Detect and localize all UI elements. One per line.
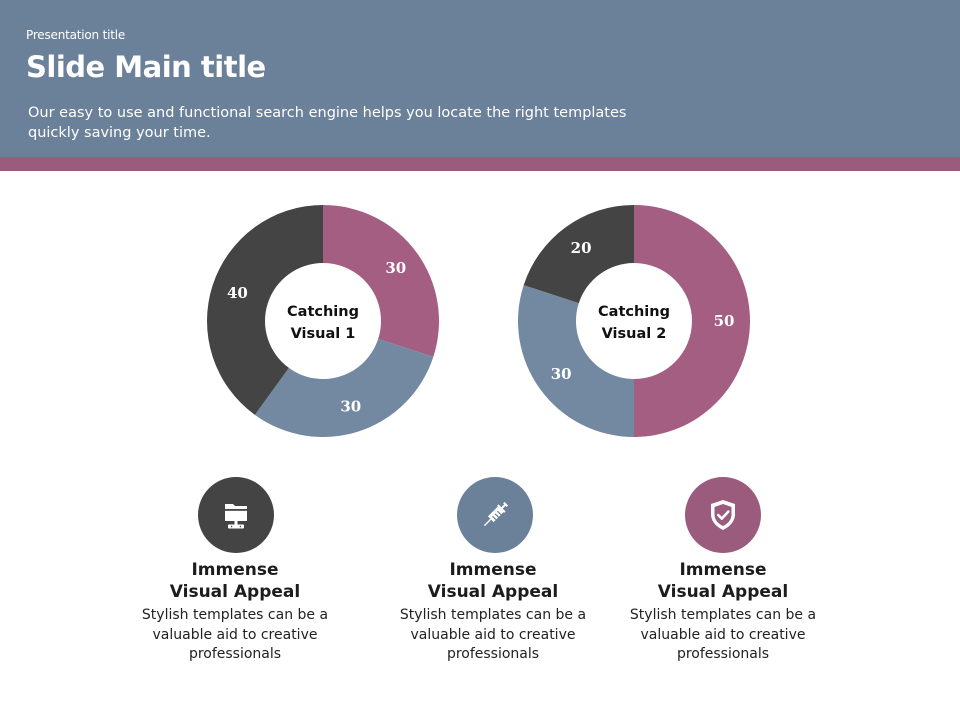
feature-title-2: Immense Visual Appeal bbox=[378, 559, 608, 603]
slice-value-label: 30 bbox=[551, 365, 572, 383]
feature-title-line: Visual Appeal bbox=[427, 582, 559, 602]
feature-icon-circle-3 bbox=[685, 477, 761, 553]
header-band bbox=[0, 0, 960, 157]
feature-desc-2: Stylish templates can be a valuable aid … bbox=[378, 606, 608, 665]
subtitle-line-2: quickly saving your time. bbox=[28, 124, 211, 141]
feature-desc-line: Stylish templates can be a bbox=[141, 607, 329, 623]
feature-desc-1: Stylish templates can be a valuable aid … bbox=[120, 606, 350, 665]
feature-desc-line: professionals bbox=[446, 646, 540, 662]
donut-slice bbox=[523, 205, 634, 304]
slice-value-label: 40 bbox=[227, 284, 248, 302]
donut-center-label: Catching bbox=[598, 304, 670, 320]
donut-slice bbox=[323, 205, 439, 357]
feature-desc-3: Stylish templates can be a valuable aid … bbox=[608, 606, 838, 665]
feature-title-line: Immense bbox=[679, 560, 767, 580]
feature-title-line: Immense bbox=[191, 560, 279, 580]
donut-chart-1: 30 30 40 Catching Visual 1 bbox=[207, 205, 439, 437]
shield-check-icon bbox=[711, 500, 735, 530]
feature-desc-line: professionals bbox=[188, 646, 282, 662]
feature-desc-line: professionals bbox=[676, 646, 770, 662]
slide-subtitle: Our easy to use and functional search en… bbox=[28, 104, 668, 143]
syringe-icon bbox=[483, 501, 509, 527]
donut-slice bbox=[254, 338, 434, 437]
slice-value-label: 30 bbox=[385, 259, 406, 277]
monitor-icon bbox=[225, 504, 247, 529]
feature-desc-line: valuable aid to creative bbox=[640, 626, 806, 643]
donut-slice bbox=[518, 285, 634, 437]
feature-desc-line: Stylish templates can be a bbox=[629, 607, 817, 623]
presentation-title: Presentation title bbox=[26, 28, 126, 42]
donut-slice bbox=[207, 205, 323, 415]
feature-desc-line: valuable aid to creative bbox=[410, 626, 576, 643]
feature-title-line: Visual Appeal bbox=[657, 582, 789, 602]
slice-value-label: 20 bbox=[571, 239, 592, 257]
donut-center-label: Catching bbox=[287, 304, 359, 320]
feature-title-3: Immense Visual Appeal bbox=[608, 559, 838, 603]
feature-title-1: Immense Visual Appeal bbox=[120, 559, 350, 603]
feature-title-line: Immense bbox=[449, 560, 537, 580]
donut-slice bbox=[634, 205, 750, 437]
donut-center-label: Visual 1 bbox=[291, 326, 356, 342]
donut-center-label: Visual 2 bbox=[602, 326, 667, 342]
donut-chart-2: 50 30 20 Catching Visual 2 bbox=[518, 205, 750, 437]
feature-icon-circle-1 bbox=[198, 477, 274, 553]
slide-main-title: Slide Main title bbox=[26, 50, 266, 84]
accent-bar bbox=[0, 157, 960, 171]
feature-desc-line: Stylish templates can be a bbox=[399, 607, 587, 623]
slice-value-label: 50 bbox=[714, 312, 735, 330]
feature-desc-line: valuable aid to creative bbox=[152, 626, 318, 643]
feature-title-line: Visual Appeal bbox=[169, 582, 301, 602]
slice-value-label: 30 bbox=[340, 398, 361, 416]
feature-icon-circle-2 bbox=[457, 477, 533, 553]
subtitle-line-1: Our easy to use and functional search en… bbox=[28, 105, 627, 121]
